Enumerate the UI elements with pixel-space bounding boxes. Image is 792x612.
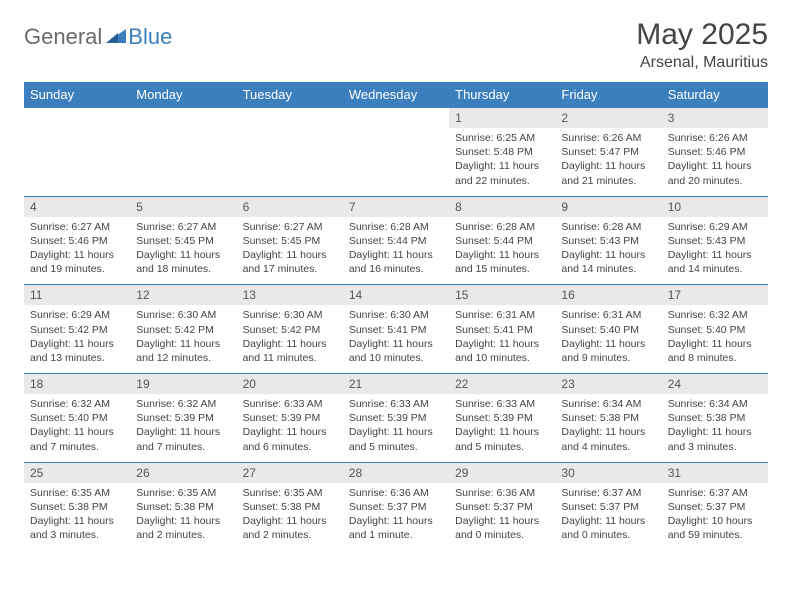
day-detail-cell <box>343 128 449 196</box>
day-header: Saturday <box>662 82 768 108</box>
day-number-cell: 4 <box>24 196 130 217</box>
day-detail-row: Sunrise: 6:25 AMSunset: 5:48 PMDaylight:… <box>24 128 768 196</box>
day-number-cell: 7 <box>343 196 449 217</box>
day-number-cell: 13 <box>237 285 343 306</box>
day-number-row: 18192021222324 <box>24 374 768 395</box>
day-detail-cell: Sunrise: 6:28 AMSunset: 5:43 PMDaylight:… <box>555 217 661 285</box>
day-detail-cell: Sunrise: 6:26 AMSunset: 5:46 PMDaylight:… <box>662 128 768 196</box>
day-number-cell: 16 <box>555 285 661 306</box>
location: Arsenal, Mauritius <box>636 54 768 72</box>
day-detail-row: Sunrise: 6:27 AMSunset: 5:46 PMDaylight:… <box>24 217 768 285</box>
day-detail-cell <box>24 128 130 196</box>
day-number-cell <box>343 108 449 129</box>
logo-text-blue: Blue <box>128 24 172 50</box>
day-number-cell: 9 <box>555 196 661 217</box>
day-detail-cell: Sunrise: 6:33 AMSunset: 5:39 PMDaylight:… <box>449 394 555 462</box>
day-number-cell: 22 <box>449 374 555 395</box>
day-detail-cell: Sunrise: 6:25 AMSunset: 5:48 PMDaylight:… <box>449 128 555 196</box>
day-number-cell <box>237 108 343 129</box>
day-detail-cell: Sunrise: 6:31 AMSunset: 5:41 PMDaylight:… <box>449 305 555 373</box>
day-detail-cell: Sunrise: 6:33 AMSunset: 5:39 PMDaylight:… <box>237 394 343 462</box>
day-number-cell: 24 <box>662 374 768 395</box>
day-detail-cell: Sunrise: 6:31 AMSunset: 5:40 PMDaylight:… <box>555 305 661 373</box>
day-detail-cell: Sunrise: 6:33 AMSunset: 5:39 PMDaylight:… <box>343 394 449 462</box>
day-number-cell: 6 <box>237 196 343 217</box>
day-detail-cell: Sunrise: 6:30 AMSunset: 5:42 PMDaylight:… <box>130 305 236 373</box>
day-detail-cell: Sunrise: 6:29 AMSunset: 5:43 PMDaylight:… <box>662 217 768 285</box>
day-number-row: 45678910 <box>24 196 768 217</box>
day-detail-row: Sunrise: 6:32 AMSunset: 5:40 PMDaylight:… <box>24 394 768 462</box>
day-number-cell <box>24 108 130 129</box>
day-detail-cell: Sunrise: 6:34 AMSunset: 5:38 PMDaylight:… <box>555 394 661 462</box>
calendar-header-row: Sunday Monday Tuesday Wednesday Thursday… <box>24 82 768 108</box>
day-detail-cell: Sunrise: 6:29 AMSunset: 5:42 PMDaylight:… <box>24 305 130 373</box>
day-detail-cell: Sunrise: 6:37 AMSunset: 5:37 PMDaylight:… <box>662 483 768 551</box>
day-detail-cell: Sunrise: 6:27 AMSunset: 5:45 PMDaylight:… <box>237 217 343 285</box>
day-detail-cell: Sunrise: 6:37 AMSunset: 5:37 PMDaylight:… <box>555 483 661 551</box>
day-detail-row: Sunrise: 6:35 AMSunset: 5:38 PMDaylight:… <box>24 483 768 551</box>
day-number-cell: 29 <box>449 462 555 483</box>
day-detail-cell: Sunrise: 6:35 AMSunset: 5:38 PMDaylight:… <box>24 483 130 551</box>
day-number-cell: 5 <box>130 196 236 217</box>
day-number-cell: 12 <box>130 285 236 306</box>
day-number-cell: 8 <box>449 196 555 217</box>
day-detail-cell: Sunrise: 6:36 AMSunset: 5:37 PMDaylight:… <box>449 483 555 551</box>
day-number-cell: 10 <box>662 196 768 217</box>
day-number-cell: 28 <box>343 462 449 483</box>
logo: General Blue <box>24 18 172 50</box>
day-number-cell: 15 <box>449 285 555 306</box>
logo-triangle-icon <box>106 27 126 48</box>
month-title: May 2025 <box>636 18 768 52</box>
day-number-cell: 23 <box>555 374 661 395</box>
day-number-row: 25262728293031 <box>24 462 768 483</box>
day-detail-cell: Sunrise: 6:30 AMSunset: 5:41 PMDaylight:… <box>343 305 449 373</box>
day-detail-cell: Sunrise: 6:32 AMSunset: 5:39 PMDaylight:… <box>130 394 236 462</box>
day-detail-cell: Sunrise: 6:30 AMSunset: 5:42 PMDaylight:… <box>237 305 343 373</box>
day-header: Friday <box>555 82 661 108</box>
day-detail-cell: Sunrise: 6:32 AMSunset: 5:40 PMDaylight:… <box>662 305 768 373</box>
day-number-cell: 27 <box>237 462 343 483</box>
day-number-cell: 21 <box>343 374 449 395</box>
day-number-cell: 14 <box>343 285 449 306</box>
day-number-cell: 31 <box>662 462 768 483</box>
day-detail-cell: Sunrise: 6:27 AMSunset: 5:46 PMDaylight:… <box>24 217 130 285</box>
day-number-cell: 30 <box>555 462 661 483</box>
calendar-table: Sunday Monday Tuesday Wednesday Thursday… <box>24 82 768 550</box>
day-number-cell <box>130 108 236 129</box>
day-number-cell: 3 <box>662 108 768 129</box>
day-number-cell: 11 <box>24 285 130 306</box>
day-detail-cell <box>130 128 236 196</box>
day-detail-cell: Sunrise: 6:35 AMSunset: 5:38 PMDaylight:… <box>130 483 236 551</box>
day-detail-cell: Sunrise: 6:35 AMSunset: 5:38 PMDaylight:… <box>237 483 343 551</box>
day-detail-cell: Sunrise: 6:34 AMSunset: 5:38 PMDaylight:… <box>662 394 768 462</box>
day-header: Thursday <box>449 82 555 108</box>
day-number-cell: 20 <box>237 374 343 395</box>
day-number-cell: 18 <box>24 374 130 395</box>
day-detail-cell: Sunrise: 6:36 AMSunset: 5:37 PMDaylight:… <box>343 483 449 551</box>
day-number-row: 11121314151617 <box>24 285 768 306</box>
header: General Blue May 2025 Arsenal, Mauritius <box>24 18 768 72</box>
day-header: Tuesday <box>237 82 343 108</box>
title-block: May 2025 Arsenal, Mauritius <box>636 18 768 72</box>
day-detail-cell: Sunrise: 6:26 AMSunset: 5:47 PMDaylight:… <box>555 128 661 196</box>
day-detail-cell: Sunrise: 6:27 AMSunset: 5:45 PMDaylight:… <box>130 217 236 285</box>
day-number-cell: 17 <box>662 285 768 306</box>
day-number-cell: 26 <box>130 462 236 483</box>
day-number-cell: 25 <box>24 462 130 483</box>
day-detail-cell: Sunrise: 6:28 AMSunset: 5:44 PMDaylight:… <box>449 217 555 285</box>
logo-text-general: General <box>24 24 102 50</box>
day-number-cell: 2 <box>555 108 661 129</box>
day-header: Monday <box>130 82 236 108</box>
day-detail-row: Sunrise: 6:29 AMSunset: 5:42 PMDaylight:… <box>24 305 768 373</box>
day-number-cell: 1 <box>449 108 555 129</box>
day-number-cell: 19 <box>130 374 236 395</box>
day-header: Wednesday <box>343 82 449 108</box>
day-number-row: 123 <box>24 108 768 129</box>
day-detail-cell: Sunrise: 6:32 AMSunset: 5:40 PMDaylight:… <box>24 394 130 462</box>
day-detail-cell: Sunrise: 6:28 AMSunset: 5:44 PMDaylight:… <box>343 217 449 285</box>
day-detail-cell <box>237 128 343 196</box>
day-header: Sunday <box>24 82 130 108</box>
